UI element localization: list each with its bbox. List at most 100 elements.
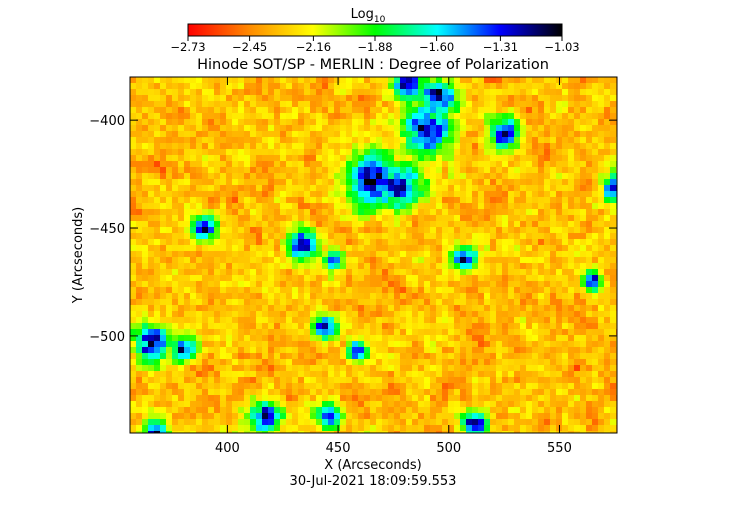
heatmap-cell <box>358 269 365 276</box>
heatmap-cell <box>532 149 539 156</box>
heatmap-cell <box>268 245 275 252</box>
heatmap-cell <box>598 287 605 294</box>
heatmap-cell <box>166 419 173 426</box>
heatmap-cell <box>268 149 275 156</box>
heatmap-cell <box>190 299 197 306</box>
heatmap-cell <box>538 197 545 204</box>
heatmap-cell <box>202 167 209 174</box>
heatmap-cell <box>502 311 509 318</box>
heatmap-cell <box>304 401 311 408</box>
heatmap-cell <box>202 233 209 240</box>
heatmap-cell <box>604 269 611 276</box>
heatmap-cell <box>346 137 353 144</box>
heatmap-cell <box>166 197 173 204</box>
heatmap-cell <box>592 359 599 366</box>
heatmap-cell <box>412 167 419 174</box>
heatmap-cell <box>490 203 497 210</box>
heatmap-cell <box>484 113 491 120</box>
heatmap-cell <box>556 167 563 174</box>
heatmap-cell <box>490 161 497 168</box>
heatmap-cell <box>394 401 401 408</box>
heatmap-cell <box>244 173 251 180</box>
heatmap-cell <box>364 251 371 258</box>
heatmap-cell <box>502 245 509 252</box>
heatmap-cell <box>520 125 527 132</box>
heatmap-cell <box>472 155 479 162</box>
heatmap-cell <box>190 407 197 414</box>
heatmap-cell <box>196 125 203 132</box>
heatmap-cell <box>286 281 293 288</box>
heatmap-cell <box>604 161 611 168</box>
heatmap-cell <box>178 215 185 222</box>
heatmap-cell <box>274 221 281 228</box>
heatmap-cell <box>268 203 275 210</box>
heatmap-cell <box>334 125 341 132</box>
heatmap-cell <box>556 239 563 246</box>
heatmap-cell <box>286 155 293 162</box>
heatmap-cell <box>280 95 287 102</box>
heatmap-cell <box>424 107 431 114</box>
heatmap-cell <box>136 197 143 204</box>
heatmap-cell <box>496 107 503 114</box>
heatmap-cell <box>250 305 257 312</box>
heatmap-cell <box>556 293 563 300</box>
heatmap-cell <box>130 299 137 306</box>
heatmap-cell <box>532 77 539 84</box>
heatmap-cell <box>244 89 251 96</box>
heatmap-cell <box>226 323 233 330</box>
heatmap-cell <box>316 83 323 90</box>
heatmap-cell <box>244 347 251 354</box>
heatmap-cell <box>568 395 575 402</box>
heatmap-cell <box>274 185 281 192</box>
heatmap-cell <box>232 101 239 108</box>
heatmap-cell <box>442 125 449 132</box>
heatmap-cell <box>322 251 329 258</box>
heatmap-cell <box>226 209 233 216</box>
heatmap-cell <box>568 221 575 228</box>
heatmap-cell <box>532 401 539 408</box>
heatmap-cell <box>364 119 371 126</box>
heatmap-cell <box>496 407 503 414</box>
heatmap-cell <box>574 161 581 168</box>
heatmap-cell <box>520 197 527 204</box>
heatmap-cell <box>574 395 581 402</box>
heatmap-cell <box>490 263 497 270</box>
heatmap-cell <box>430 131 437 138</box>
heatmap-cell <box>604 191 611 198</box>
heatmap-cell <box>136 161 143 168</box>
heatmap-cell <box>274 179 281 186</box>
heatmap-cell <box>436 335 443 342</box>
heatmap-cell <box>382 185 389 192</box>
heatmap-cell <box>238 173 245 180</box>
heatmap-cell <box>550 383 557 390</box>
heatmap-cell <box>238 281 245 288</box>
heatmap-cell <box>442 143 449 150</box>
heatmap-cell <box>136 431 143 433</box>
heatmap-cell <box>166 341 173 348</box>
heatmap-cell <box>250 209 257 216</box>
heatmap-cell <box>244 269 251 276</box>
heatmap-cell <box>520 203 527 210</box>
heatmap-cell <box>556 341 563 348</box>
heatmap-cell <box>460 269 467 276</box>
heatmap-cell <box>424 299 431 306</box>
heatmap-cell <box>568 281 575 288</box>
heatmap-cell <box>574 293 581 300</box>
heatmap-cell <box>502 77 509 84</box>
heatmap-cell <box>430 149 437 156</box>
heatmap-cell <box>340 257 347 264</box>
heatmap-cell <box>496 275 503 282</box>
heatmap-cell <box>238 359 245 366</box>
heatmap-cell <box>358 419 365 426</box>
heatmap-cell <box>610 407 617 414</box>
heatmap-cell <box>238 119 245 126</box>
heatmap-cell <box>274 257 281 264</box>
heatmap-cell <box>478 269 485 276</box>
heatmap-cell <box>526 215 533 222</box>
heatmap-cell <box>466 89 473 96</box>
heatmap-cell <box>496 263 503 270</box>
heatmap-cell <box>562 233 569 240</box>
heatmap-cell <box>148 335 155 342</box>
heatmap-cell <box>268 425 275 432</box>
heatmap-cell <box>412 149 419 156</box>
